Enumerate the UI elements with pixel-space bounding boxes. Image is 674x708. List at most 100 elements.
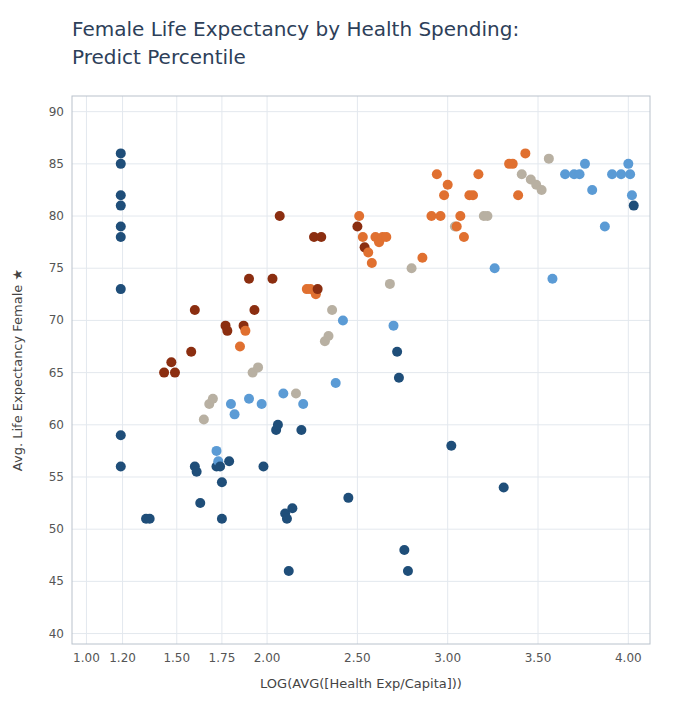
point bbox=[446, 441, 456, 451]
point bbox=[482, 211, 492, 221]
point bbox=[323, 331, 333, 341]
point bbox=[363, 248, 373, 258]
point bbox=[284, 566, 294, 576]
point bbox=[258, 462, 268, 472]
x-grid-line bbox=[357, 96, 358, 644]
point bbox=[443, 180, 453, 190]
y-grid-line bbox=[72, 424, 650, 425]
y-grid-line bbox=[72, 111, 650, 112]
chart-container: Female Life Expectancy by Health Spendin… bbox=[0, 0, 674, 708]
point bbox=[267, 274, 277, 284]
point bbox=[587, 185, 597, 195]
point bbox=[208, 394, 218, 404]
point bbox=[331, 378, 341, 388]
y-grid-line bbox=[72, 529, 650, 530]
point bbox=[291, 388, 301, 398]
point bbox=[166, 357, 176, 367]
y-tick-label: 45 bbox=[49, 574, 64, 588]
tick-labels: 1.001.201.501.752.002.503.003.504.004045… bbox=[49, 105, 642, 665]
point bbox=[452, 221, 462, 231]
point bbox=[226, 399, 236, 409]
point bbox=[490, 263, 500, 273]
x-tick-label: 1.00 bbox=[73, 651, 100, 665]
point bbox=[338, 315, 348, 325]
point bbox=[192, 467, 202, 477]
y-tick-label: 55 bbox=[49, 470, 64, 484]
point bbox=[403, 566, 413, 576]
y-tick-label: 90 bbox=[49, 105, 64, 119]
point bbox=[367, 258, 377, 268]
point bbox=[278, 388, 288, 398]
point bbox=[407, 263, 417, 273]
point bbox=[217, 514, 227, 524]
y-grid-line bbox=[72, 163, 650, 164]
point bbox=[224, 456, 234, 466]
point bbox=[544, 154, 554, 164]
point bbox=[417, 253, 427, 263]
point bbox=[352, 221, 362, 231]
point bbox=[560, 169, 570, 179]
x-axis-label: LOG(AVG([Health Exp/Capita])) bbox=[260, 676, 462, 691]
x-grid-line bbox=[267, 96, 268, 644]
point bbox=[575, 169, 585, 179]
point bbox=[253, 362, 263, 372]
x-grid-line bbox=[122, 96, 123, 644]
point bbox=[435, 211, 445, 221]
point bbox=[199, 415, 209, 425]
point bbox=[385, 279, 395, 289]
point bbox=[394, 373, 404, 383]
point bbox=[547, 274, 557, 284]
x-tick-label: 4.00 bbox=[615, 651, 642, 665]
plot-frame bbox=[72, 96, 650, 644]
point bbox=[212, 446, 222, 456]
point bbox=[116, 221, 126, 231]
y-tick-label: 85 bbox=[49, 157, 64, 171]
y-grid-line bbox=[72, 581, 650, 582]
y-tick-label: 60 bbox=[49, 418, 64, 432]
point bbox=[392, 347, 402, 357]
x-grid-line bbox=[86, 96, 87, 644]
point bbox=[499, 482, 509, 492]
point bbox=[215, 462, 225, 472]
y-tick-label: 50 bbox=[49, 522, 64, 536]
y-axis-label: Avg. Life Expectancy Female ★ bbox=[10, 269, 25, 471]
chart-svg: Female Life Expectancy by Health Spendin… bbox=[0, 0, 674, 708]
point bbox=[275, 211, 285, 221]
subtitle: Predict Percentile bbox=[72, 45, 246, 69]
x-tick-label: 1.50 bbox=[163, 651, 190, 665]
point bbox=[625, 169, 635, 179]
point bbox=[313, 284, 323, 294]
point bbox=[287, 503, 297, 513]
point bbox=[607, 169, 617, 179]
point bbox=[273, 420, 283, 430]
point bbox=[343, 493, 353, 503]
point bbox=[389, 321, 399, 331]
point bbox=[282, 514, 292, 524]
x-tick-label: 1.20 bbox=[109, 651, 136, 665]
title: Female Life Expectancy by Health Spendin… bbox=[72, 17, 519, 41]
point bbox=[616, 169, 626, 179]
point bbox=[240, 326, 250, 336]
point bbox=[217, 477, 227, 487]
x-grid-line bbox=[221, 96, 222, 644]
y-tick-label: 70 bbox=[49, 313, 64, 327]
point bbox=[298, 399, 308, 409]
y-grid-line bbox=[72, 476, 650, 477]
x-grid-line bbox=[447, 96, 448, 644]
point bbox=[116, 148, 126, 158]
point bbox=[190, 305, 200, 315]
point bbox=[145, 514, 155, 524]
y-grid-line bbox=[72, 633, 650, 634]
point bbox=[426, 211, 436, 221]
y-grid-line bbox=[72, 372, 650, 373]
y-grid-line bbox=[72, 320, 650, 321]
point bbox=[116, 462, 126, 472]
point bbox=[600, 221, 610, 231]
y-tick-label: 65 bbox=[49, 366, 64, 380]
point bbox=[249, 305, 259, 315]
point bbox=[116, 232, 126, 242]
point bbox=[159, 368, 169, 378]
y-tick-label: 40 bbox=[49, 627, 64, 641]
point bbox=[629, 201, 639, 211]
point bbox=[623, 159, 633, 169]
